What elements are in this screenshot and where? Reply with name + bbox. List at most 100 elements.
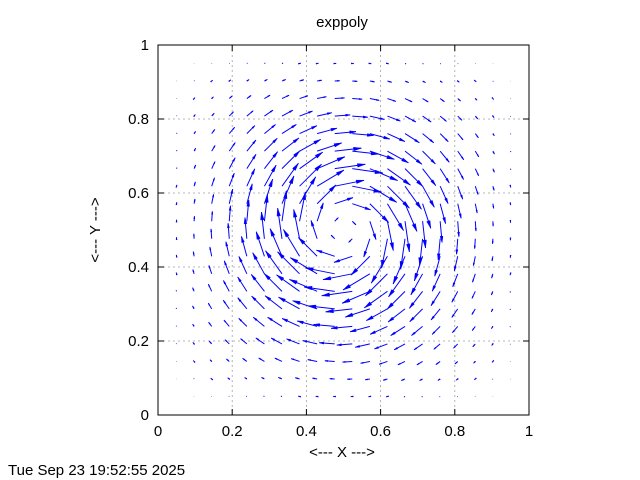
vector-arrow [348, 238, 353, 243]
x-axis-label: <--- X ---> [309, 444, 375, 461]
vector-arrow [263, 178, 274, 204]
vector-arrow [299, 79, 304, 82]
vector-arrow [252, 252, 265, 275]
vector-arrow [330, 325, 353, 330]
vector-arrow [474, 186, 479, 195]
vector-arrow [387, 150, 409, 164]
vector-arrow [349, 325, 370, 333]
vector-arrow [228, 79, 232, 83]
vector-arrow [269, 228, 283, 257]
vector-arrow [457, 186, 464, 200]
vector-arrow [422, 98, 429, 103]
y-tick-label: 0 [141, 407, 149, 424]
vector-arrow [381, 238, 388, 269]
vector-arrow [299, 95, 309, 100]
vector-arrow [352, 185, 382, 193]
vector-arrow [413, 343, 423, 351]
vector-arrow [321, 290, 353, 297]
vector-arrow [211, 145, 216, 152]
vector-arrow [350, 255, 371, 276]
vector-arrow [263, 164, 277, 187]
vector-arrow [299, 138, 321, 152]
vector-arrow [416, 361, 423, 366]
vector-arrow [404, 168, 424, 187]
vector-arrow [490, 308, 494, 313]
vector-arrow [472, 256, 476, 266]
vector-arrow [387, 203, 404, 231]
vector-arrow [193, 164, 197, 169]
vector-arrow [509, 272, 512, 276]
x-tick-label: 0 [154, 423, 162, 440]
vector-arrow [422, 80, 426, 84]
vector-arrow [264, 79, 268, 82]
vector-arrow [385, 62, 389, 65]
vector-arrow [260, 211, 265, 239]
x-tick-label: 1 [525, 423, 533, 440]
vector-arrow [222, 280, 230, 292]
vector-arrow [457, 115, 463, 121]
vector-arrow [491, 273, 494, 279]
vector-arrow [322, 273, 353, 281]
vector-arrow [270, 337, 283, 345]
vector-arrow [409, 308, 423, 323]
vector-arrow [492, 133, 495, 137]
vector-arrow [474, 150, 480, 158]
vector-arrow [491, 325, 494, 329]
vector-arrow [457, 150, 465, 160]
vector-arrow [299, 110, 313, 117]
plot-frame [157, 44, 530, 416]
vector-arrow [422, 115, 432, 123]
vector-arrow [317, 79, 322, 82]
vector-arrow [304, 286, 335, 292]
vector-arrow [451, 308, 459, 318]
vector-arrow [509, 237, 512, 241]
vector-arrow [386, 221, 394, 251]
vector-arrow [299, 125, 318, 135]
vector-arrow [242, 357, 248, 362]
y-axis-label: <--- Y ---> [87, 197, 104, 263]
vector-arrow [298, 237, 318, 257]
vector-arrow [401, 378, 406, 381]
vector-arrow [244, 377, 248, 380]
vector-arrow [324, 360, 335, 362]
vector-arrow [228, 142, 236, 152]
vector-arrow [386, 395, 389, 398]
vector-arrow [366, 308, 388, 322]
x-tick-label: 0.6 [370, 423, 391, 440]
vector-arrow [240, 338, 248, 345]
vector-arrow [316, 249, 335, 257]
vector-arrow [456, 79, 460, 83]
vector-arrow [246, 154, 257, 169]
vector-arrow [281, 150, 301, 170]
vector-arrow [334, 217, 339, 222]
vector-arrow [246, 139, 257, 152]
vector-arrow [228, 95, 233, 99]
vector-arrow [473, 79, 477, 83]
vector-arrow [457, 221, 460, 237]
vector-arrow [193, 198, 196, 204]
vector-arrow [258, 357, 265, 362]
vector-arrow [281, 79, 286, 82]
chart-title: exppoly [316, 14, 368, 31]
vector-arrow [435, 361, 441, 365]
vector-arrow [281, 175, 295, 204]
vector-arrow [365, 273, 388, 297]
vector-arrow [347, 378, 353, 380]
vector-arrow [281, 137, 300, 152]
vector-arrow [491, 342, 495, 346]
vector-arrow [383, 378, 388, 381]
vector-arrow [369, 325, 388, 335]
vector-arrow [316, 184, 337, 205]
vector-arrow [192, 305, 195, 310]
vector-arrow [439, 150, 450, 163]
arrow-field [175, 62, 512, 398]
vector-arrow [302, 340, 318, 345]
vector-arrow [474, 168, 480, 176]
vector-arrow [252, 316, 265, 327]
vector-arrow [352, 133, 374, 137]
vector-arrow [317, 112, 332, 117]
vector-arrow [208, 340, 213, 345]
vector-arrow [336, 343, 353, 347]
vector-arrow [192, 360, 196, 364]
vector-arrow [430, 291, 441, 306]
